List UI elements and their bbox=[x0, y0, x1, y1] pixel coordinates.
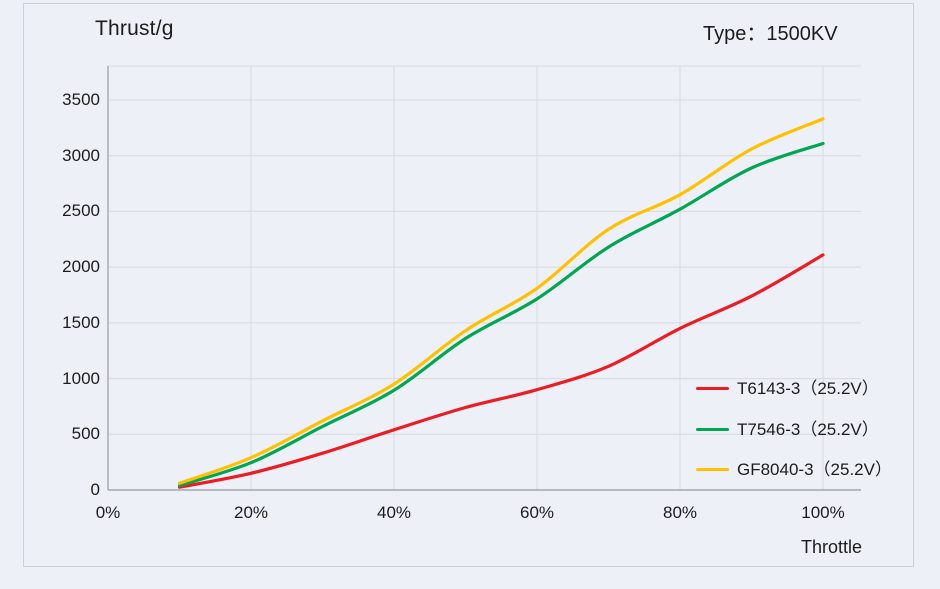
legend-line-swatch bbox=[696, 427, 729, 431]
y-tick-label: 2500 bbox=[62, 201, 100, 221]
x-tick-label: 20% bbox=[233, 503, 269, 522]
y-tick-label: 1500 bbox=[62, 312, 100, 332]
y-tick-label: 0 bbox=[90, 480, 100, 499]
x-tick-label: 100% bbox=[801, 503, 845, 522]
legend-line-swatch bbox=[696, 468, 729, 472]
chart-title: Thrust/g bbox=[95, 17, 174, 40]
x-axis-title: Throttle bbox=[800, 537, 862, 557]
x-tick-label: 60% bbox=[519, 503, 555, 522]
y-tick-label: 500 bbox=[71, 424, 100, 444]
x-tick-label: 40% bbox=[376, 503, 412, 522]
motor-type-label: Type：1500KV bbox=[703, 23, 838, 45]
panel-border bbox=[23, 3, 914, 567]
y-tick-label: 3500 bbox=[62, 90, 100, 109]
series-curve bbox=[177, 253, 825, 489]
series-curve bbox=[177, 117, 825, 485]
y-tick-label: 3000 bbox=[62, 145, 100, 165]
series-curve bbox=[177, 141, 825, 488]
y-tick-label: 2000 bbox=[62, 257, 100, 277]
legend-label: T6143-3（25.2V） bbox=[737, 379, 879, 398]
legend-line-swatch bbox=[696, 387, 729, 391]
y-tick-label: 1000 bbox=[62, 368, 100, 388]
x-tick-label: 0% bbox=[95, 503, 121, 522]
legend-label: GF8040-3（25.2V） bbox=[737, 460, 892, 479]
x-tick-label: 80% bbox=[662, 503, 698, 522]
legend-label: T7546-3（25.2V） bbox=[737, 419, 879, 439]
